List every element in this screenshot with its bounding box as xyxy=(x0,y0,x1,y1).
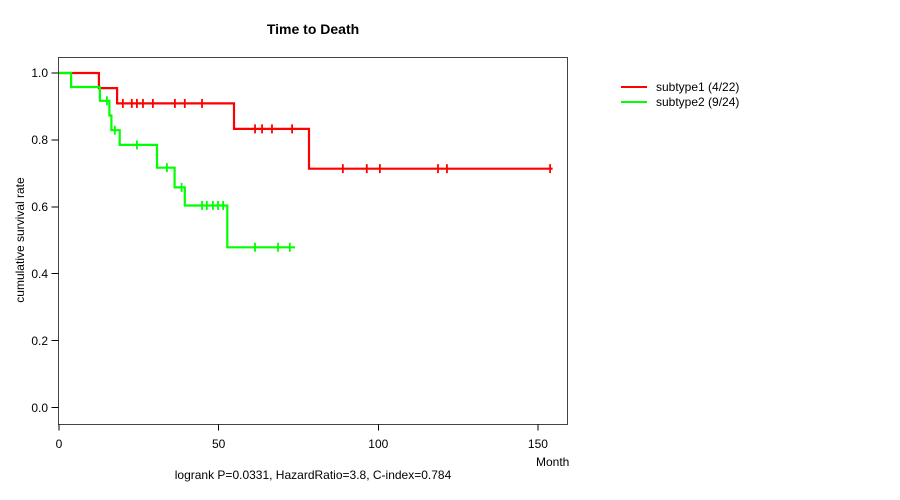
x-axis-title: Month xyxy=(536,455,570,469)
y-tick-label: 0.0 xyxy=(31,400,48,415)
legend-label: subtype2 (9/24) xyxy=(656,94,740,109)
y-tick-label: 0.8 xyxy=(31,132,48,147)
legend: subtype1 (4/22) subtype2 (9/24) xyxy=(621,79,739,109)
legend-item-subtype1: subtype1 (4/22) xyxy=(621,79,739,94)
y-tick-label: 0.6 xyxy=(31,199,48,214)
chart-title: Time to Death xyxy=(266,21,360,37)
legend-item-subtype2: subtype2 (9/24) xyxy=(621,94,739,109)
x-tick-label: 50 xyxy=(211,437,226,451)
y-tick-label: 0.4 xyxy=(31,266,48,281)
legend-line-swatch-subtype2 xyxy=(621,100,647,103)
stats-caption: logrank P=0.0331, HazardRatio=3.8, C-ind… xyxy=(174,468,452,482)
legend-label: subtype1 (4/22) xyxy=(656,79,740,94)
survival-curve-subtype1 xyxy=(59,71,553,170)
survival-curve-subtype2 xyxy=(59,71,295,249)
y-axis-title: cumulative survival rate xyxy=(13,177,27,303)
y-tick-label: 0.2 xyxy=(31,333,48,348)
x-tick-label: 150 xyxy=(527,437,548,451)
y-tick-label: 1.0 xyxy=(31,66,48,80)
plot-box xyxy=(58,57,568,425)
x-tick-label: 100 xyxy=(368,437,389,451)
x-tick-label: 0 xyxy=(55,437,63,451)
legend-line-swatch-subtype1 xyxy=(621,85,647,88)
